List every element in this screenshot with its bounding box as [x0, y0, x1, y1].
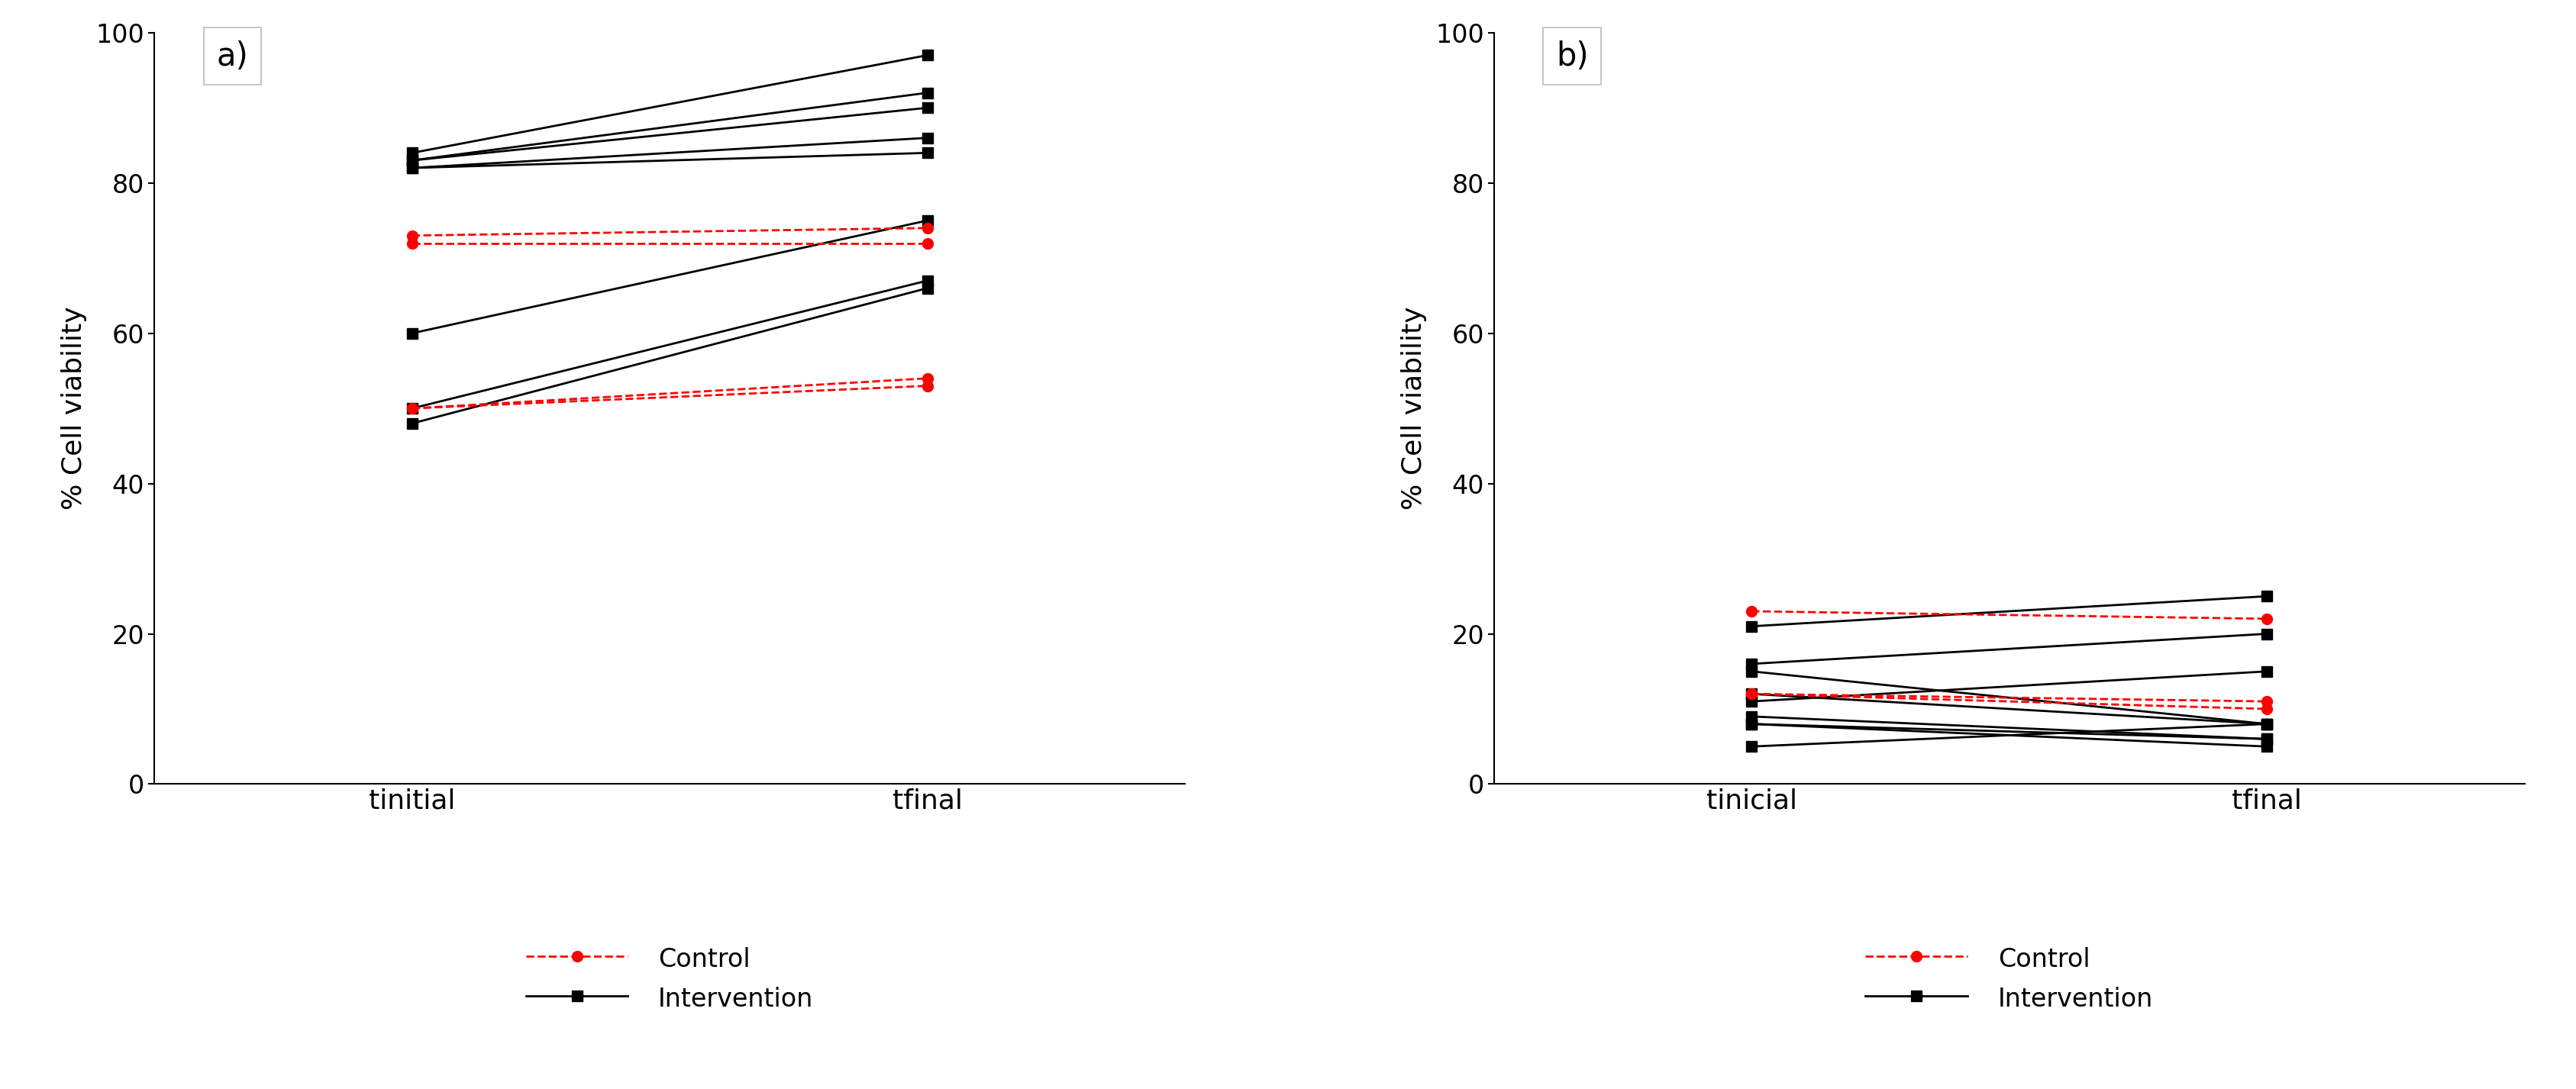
- Y-axis label: % Cell viability: % Cell viability: [62, 307, 88, 510]
- Text: b): b): [1556, 40, 1589, 72]
- Y-axis label: % Cell viability: % Cell viability: [1401, 307, 1427, 510]
- Text: a): a): [216, 40, 247, 72]
- Legend: Control, Intervention: Control, Intervention: [1865, 945, 2154, 1012]
- Legend: Control, Intervention: Control, Intervention: [526, 945, 814, 1012]
